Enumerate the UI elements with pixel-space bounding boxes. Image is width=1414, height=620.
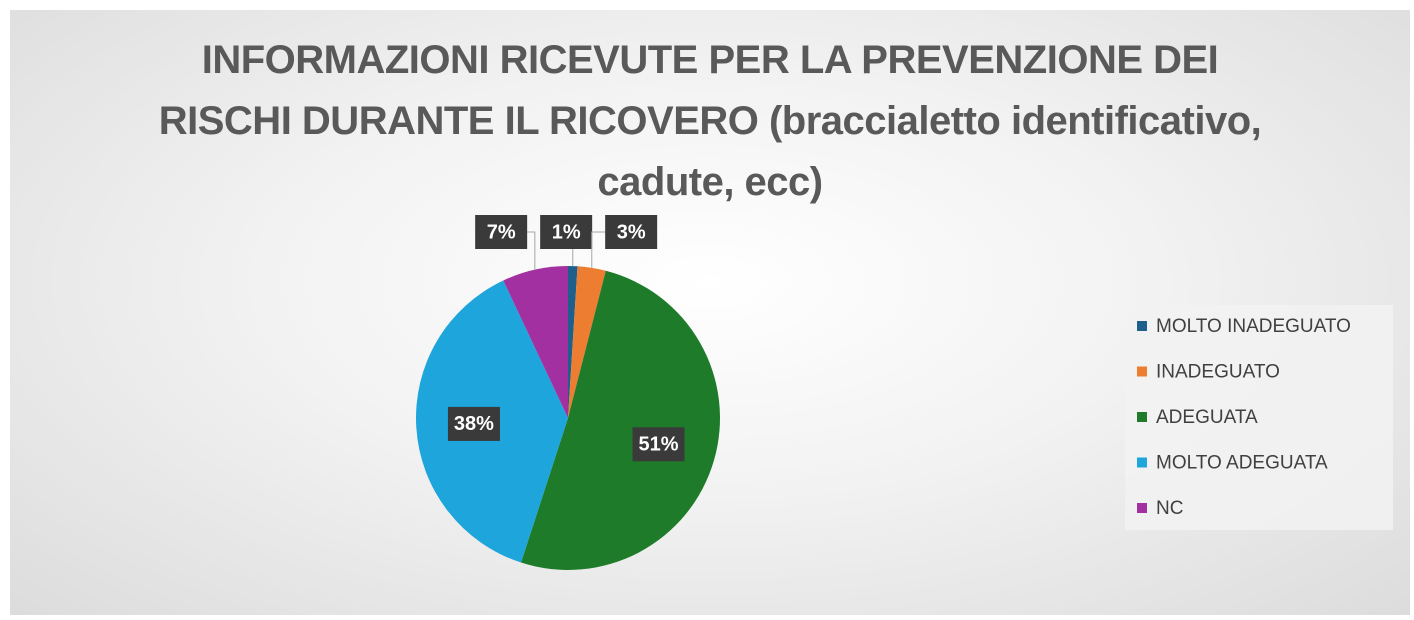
data-label-box <box>605 215 658 249</box>
data-label: 38% <box>447 406 500 441</box>
data-label-box <box>475 215 528 249</box>
data-label-text: 7% <box>487 221 516 243</box>
pie-slice <box>503 266 568 418</box>
data-label-box <box>632 427 685 462</box>
legend-label: MOLTO INADEGUATO <box>1156 316 1351 337</box>
legend-label: ADEGUATA <box>1156 407 1258 428</box>
leader-line <box>527 231 536 270</box>
data-label-box <box>447 406 500 441</box>
pie-slice <box>568 266 578 418</box>
legend-swatch <box>1137 457 1147 468</box>
data-label-text: 1% <box>552 221 581 243</box>
data-label: 7% <box>475 215 528 249</box>
legend-swatch <box>1137 366 1147 377</box>
legend-swatch <box>1137 321 1147 331</box>
data-label: 51% <box>632 427 685 462</box>
legend-swatch <box>1137 412 1147 422</box>
pie-slice <box>521 270 720 570</box>
legend-label: MOLTO ADEGUATA <box>1156 453 1328 474</box>
pie-slice <box>568 266 606 418</box>
data-label-text: 38% <box>454 413 494 435</box>
data-label-text: 51% <box>638 434 678 456</box>
legend-swatch <box>1137 503 1147 513</box>
leader-line <box>591 231 606 268</box>
data-label-box <box>540 215 593 249</box>
data-label: 1% <box>540 215 593 249</box>
legend-label: INADEGUATO <box>1156 362 1280 383</box>
legend-box <box>1125 305 1393 530</box>
data-label: 3% <box>605 215 658 249</box>
legend-label: NC <box>1156 498 1183 519</box>
chart-title: INFORMAZIONI RICEVUTE PER LA PREVENZIONE… <box>158 38 1262 204</box>
data-label-text: 3% <box>617 221 646 243</box>
